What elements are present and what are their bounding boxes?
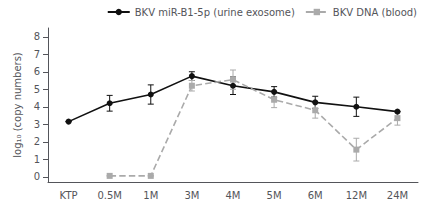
svg-text:0.5M: 0.5M [97,190,122,201]
svg-text:7: 7 [34,49,40,60]
svg-text:KTP: KTP [60,190,78,201]
svg-text:6M: 6M [308,190,323,201]
svg-text:24M: 24M [387,190,408,201]
svg-text:6: 6 [34,66,40,77]
svg-text:8: 8 [34,31,40,42]
svg-text:BKV DNA (blood): BKV DNA (blood) [333,7,417,18]
svg-text:5: 5 [34,84,40,95]
svg-text:5M: 5M [267,190,282,201]
svg-text:3M: 3M [184,190,199,201]
svg-text:log₁₀ (copy numbers): log₁₀ (copy numbers) [12,52,23,158]
svg-text:4: 4 [34,101,40,112]
svg-text:1: 1 [34,154,40,165]
svg-text:0: 0 [34,171,40,182]
svg-text:1M: 1M [143,190,158,201]
svg-text:12M: 12M [346,190,367,201]
svg-text:3: 3 [34,119,40,130]
svg-text:4M: 4M [226,190,241,201]
svg-text:2: 2 [34,136,40,147]
svg-text:BKV miR-B1-5p (urine exosome): BKV miR-B1-5p (urine exosome) [135,7,295,18]
